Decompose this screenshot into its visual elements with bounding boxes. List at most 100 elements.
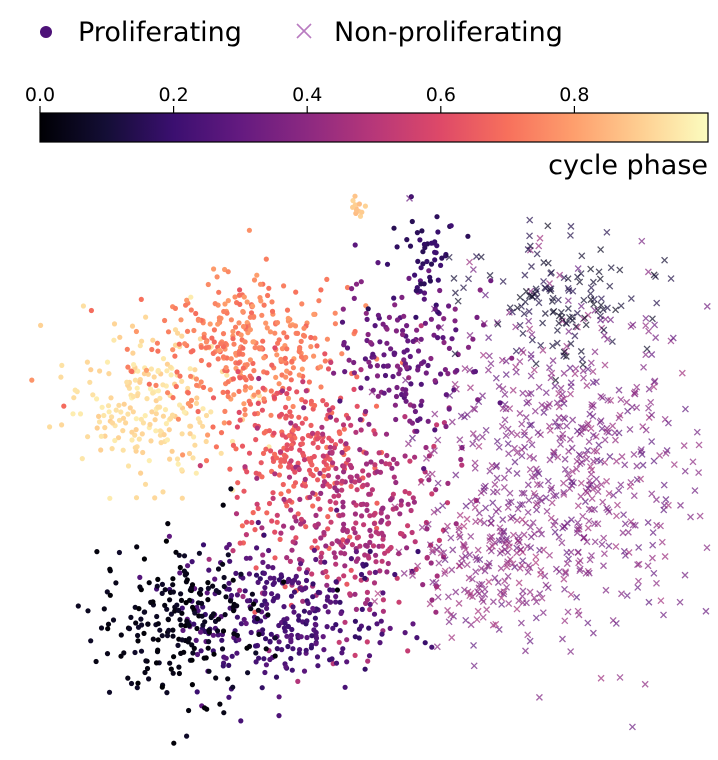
data-point-proliferating: [299, 441, 305, 447]
data-point-proliferating: [291, 609, 297, 615]
data-point-proliferating: [340, 306, 346, 312]
data-point-non-proliferating: [461, 365, 469, 373]
data-point-non-proliferating: [616, 266, 624, 274]
data-point-proliferating: [352, 479, 358, 485]
data-point-proliferating: [244, 598, 251, 604]
data-point-non-proliferating: [506, 405, 514, 413]
data-point-proliferating: [314, 654, 321, 660]
data-point-non-proliferating: [575, 451, 583, 459]
data-point-non-proliferating: [446, 391, 454, 399]
data-point-non-proliferating: [462, 616, 470, 624]
data-point-proliferating: [262, 598, 268, 604]
data-point-proliferating: [392, 402, 398, 408]
data-point-non-proliferating: [518, 446, 526, 454]
data-point-proliferating: [129, 437, 135, 443]
data-point-proliferating: [367, 570, 373, 576]
data-point-proliferating: [140, 420, 146, 426]
data-point-non-proliferating: [532, 285, 540, 293]
data-point-non-proliferating: [494, 320, 502, 328]
data-point-proliferating: [299, 366, 305, 372]
data-point-proliferating: [312, 335, 318, 341]
data-point-non-proliferating: [618, 453, 626, 461]
data-point-non-proliferating: [482, 426, 490, 434]
data-point-proliferating: [432, 427, 438, 433]
data-point-proliferating: [368, 533, 374, 539]
data-point-proliferating: [236, 351, 242, 357]
data-point-proliferating: [291, 589, 298, 595]
data-point-proliferating: [436, 537, 442, 544]
data-point-proliferating: [319, 438, 326, 444]
data-point-non-proliferating: [534, 429, 542, 437]
data-point-proliferating: [155, 348, 161, 354]
data-point-non-proliferating: [553, 399, 561, 407]
data-point-non-proliferating: [491, 481, 499, 488]
data-point-non-proliferating: [618, 590, 625, 598]
data-point-proliferating: [166, 533, 172, 539]
data-point-non-proliferating: [479, 392, 486, 400]
data-point-proliferating: [298, 521, 304, 527]
data-point-proliferating: [301, 457, 308, 463]
data-point-proliferating: [165, 390, 171, 396]
data-point-non-proliferating: [448, 634, 456, 642]
data-point-proliferating: [328, 359, 334, 365]
data-point-non-proliferating: [513, 449, 521, 457]
data-point-proliferating: [459, 462, 465, 468]
data-point-proliferating: [428, 316, 434, 322]
data-point-proliferating: [334, 587, 340, 593]
data-point-proliferating: [179, 495, 185, 501]
data-point-proliferating: [298, 338, 304, 344]
data-point-non-proliferating: [612, 436, 619, 444]
data-point-proliferating: [441, 554, 447, 560]
data-point-non-proliferating: [662, 496, 670, 503]
data-point-non-proliferating: [514, 505, 522, 513]
data-point-non-proliferating: [431, 410, 439, 418]
data-point-proliferating: [106, 371, 112, 377]
data-point-non-proliferating: [530, 454, 538, 462]
data-point-proliferating: [329, 541, 335, 547]
data-point-non-proliferating: [520, 428, 528, 436]
data-point-proliferating: [140, 449, 146, 456]
data-point-proliferating: [205, 597, 211, 603]
data-point-non-proliferating: [575, 559, 583, 567]
data-point-proliferating: [315, 477, 321, 483]
data-point-non-proliferating: [645, 598, 653, 606]
data-point-proliferating: [118, 632, 124, 638]
data-point-proliferating: [344, 659, 350, 665]
data-point-proliferating: [394, 461, 400, 467]
data-point-proliferating: [414, 635, 420, 641]
data-point-non-proliferating: [620, 547, 628, 555]
data-point-non-proliferating: [627, 478, 635, 486]
data-point-proliferating: [421, 290, 428, 296]
data-point-proliferating: [200, 542, 207, 548]
data-point-non-proliferating: [695, 469, 703, 477]
data-point-proliferating: [254, 616, 260, 622]
data-point-proliferating: [177, 402, 183, 408]
data-point-proliferating: [287, 558, 293, 565]
data-point-non-proliferating: [504, 440, 512, 448]
data-point-proliferating: [257, 281, 264, 287]
legend-label-non-proliferating: Non-proliferating: [334, 17, 563, 48]
data-point-proliferating: [325, 473, 332, 479]
data-point-proliferating: [393, 393, 400, 400]
data-point-non-proliferating: [594, 306, 602, 314]
data-point-proliferating: [384, 363, 390, 369]
data-point-proliferating: [230, 376, 236, 382]
data-point-proliferating: [99, 404, 105, 410]
data-point-non-proliferating: [664, 501, 672, 509]
data-point-non-proliferating: [493, 462, 501, 469]
data-point-proliferating: [380, 608, 386, 614]
data-point-proliferating: [125, 364, 131, 370]
data-point-non-proliferating: [648, 351, 656, 358]
data-point-proliferating: [320, 634, 326, 640]
data-point-proliferating: [334, 507, 340, 513]
data-point-proliferating: [318, 559, 324, 565]
data-point-proliferating: [174, 602, 180, 608]
data-point-proliferating: [194, 395, 200, 401]
data-point-proliferating: [161, 432, 167, 438]
data-point-proliferating: [327, 444, 333, 450]
data-point-proliferating: [163, 538, 169, 544]
data-point-proliferating: [246, 227, 252, 233]
data-point-non-proliferating: [603, 424, 611, 432]
data-point-proliferating: [236, 320, 242, 326]
data-point-proliferating: [189, 582, 196, 588]
